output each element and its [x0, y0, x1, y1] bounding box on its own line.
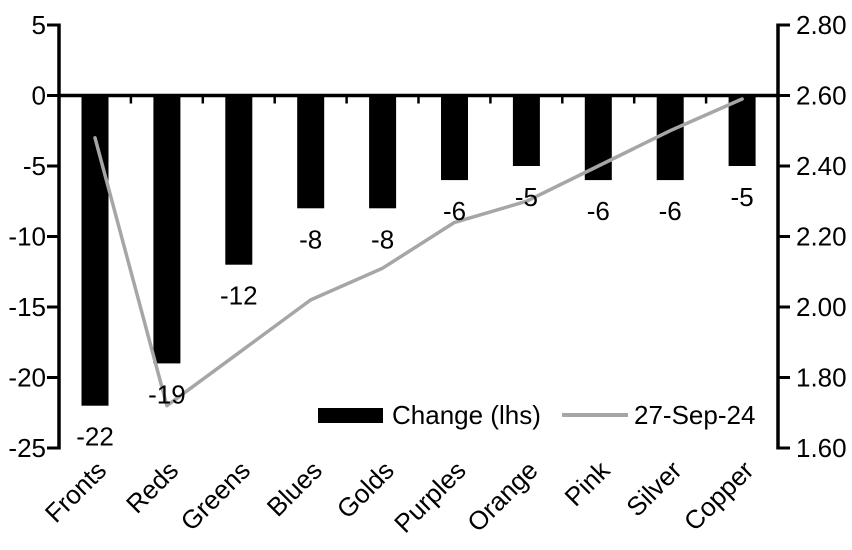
bar-data-label: -5: [515, 182, 538, 212]
right-axis-tick-label: 2.60: [796, 81, 847, 111]
bar-greens: [225, 95, 253, 265]
left-axis-tick-label: 5: [32, 10, 46, 40]
bar-blues: [297, 95, 325, 209]
bar-silver: [656, 95, 684, 181]
bar-purples: [441, 95, 468, 181]
bar-data-label: -6: [443, 196, 466, 226]
bar-golds: [369, 95, 397, 209]
bar-copper: [728, 95, 756, 166]
right-axis-tick-label: 2.00: [796, 292, 847, 322]
category-label-silver: Silver: [620, 455, 687, 522]
category-label-fronts: Fronts: [39, 455, 112, 528]
left-axis-tick-label: -10: [8, 222, 46, 252]
bar-orange: [512, 95, 540, 166]
bar-data-label: -6: [587, 196, 610, 226]
right-axis-tick-label: 2.40: [796, 151, 847, 181]
series-line-27-sep-24: [93, 97, 744, 408]
category-label-pink: Pink: [559, 454, 617, 512]
category-label-copper: Copper: [678, 455, 760, 537]
legend-bar-swatch: [318, 408, 383, 423]
bar-data-label: -22: [76, 422, 114, 452]
legend-label-change-lhs: Change (lhs): [392, 400, 541, 430]
left-axis-tick-label: 0: [32, 81, 46, 111]
bar-data-label: -5: [731, 182, 754, 212]
bar-data-label: -12: [220, 281, 258, 311]
category-label-blues: Blues: [261, 455, 328, 522]
bar-data-label: -8: [371, 224, 394, 254]
bar-data-label: -6: [659, 196, 682, 226]
left-axis-tick-label: -20: [8, 363, 46, 393]
legend-label-27-sep-24: 27-Sep-24: [634, 400, 755, 430]
right-axis-tick-label: 1.80: [796, 363, 847, 393]
left-axis-tick-label: -25: [8, 433, 46, 463]
category-label-reds: Reds: [120, 455, 184, 519]
category-label-golds: Golds: [331, 455, 400, 524]
bar-data-label: -19: [148, 379, 186, 409]
bar-data-label: -8: [299, 224, 322, 254]
left-axis-tick-label: -5: [23, 151, 46, 181]
left-axis-tick-label: -15: [8, 292, 46, 322]
right-axis-tick-label: 1.60: [796, 433, 847, 463]
right-axis-tick-label: 2.20: [796, 222, 847, 252]
category-label-greens: Greens: [175, 455, 257, 537]
right-axis-tick-label: 2.80: [796, 10, 847, 40]
category-label-purples: Purples: [388, 455, 472, 539]
bar-fronts: [81, 95, 109, 406]
bar-reds: [153, 95, 181, 364]
category-label-orange: Orange: [461, 455, 544, 538]
